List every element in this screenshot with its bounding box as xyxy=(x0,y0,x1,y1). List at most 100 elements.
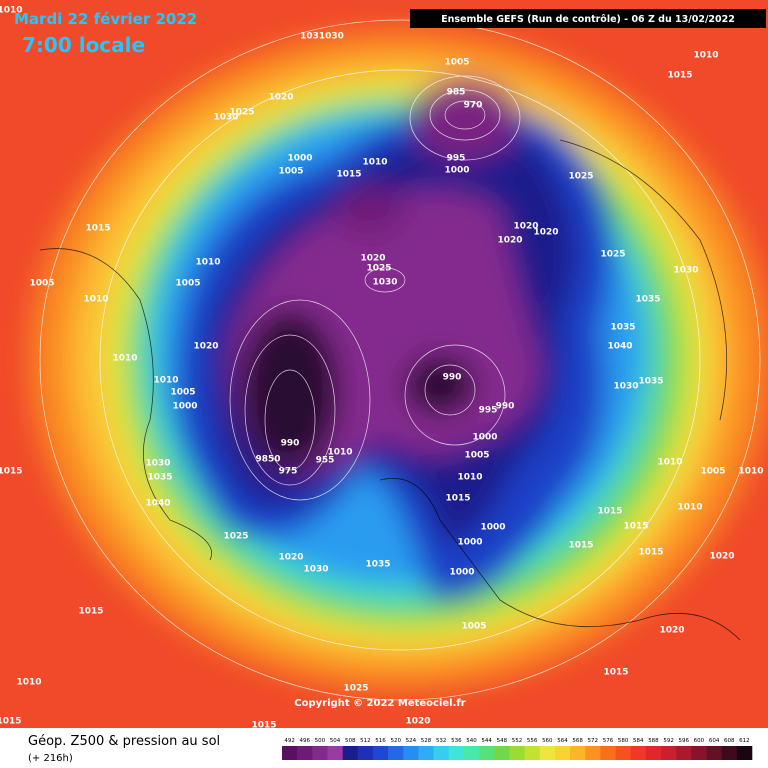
colorbar-label: 580 xyxy=(618,738,629,744)
colorbar-cell xyxy=(691,746,707,760)
pressure-label: 1040 xyxy=(607,342,632,352)
colorbar-cell xyxy=(282,746,298,760)
pressure-label: 1015 xyxy=(638,548,663,558)
pressure-label: 1020 xyxy=(360,254,385,264)
colorbar-label: 592 xyxy=(663,738,674,744)
colorbar-label: 512 xyxy=(360,738,371,744)
colorbar-cell xyxy=(661,746,677,760)
pressure-label: 1015 xyxy=(568,541,593,551)
time: 7:00 locale xyxy=(22,33,145,57)
colorbar-label: 588 xyxy=(648,738,659,744)
pressure-label: 1035 xyxy=(635,295,660,305)
pressure-label: 1010 xyxy=(0,6,23,16)
colorbar-label: 508 xyxy=(345,738,356,744)
pressure-label: 1015 xyxy=(0,467,23,477)
colorbar-cell xyxy=(615,746,632,760)
colorbar-cell xyxy=(342,746,359,760)
colorbar-cell xyxy=(585,746,601,760)
colorbar-cell xyxy=(297,746,313,760)
pressure-label: 1015 xyxy=(667,71,692,81)
pressure-label: 1025 xyxy=(343,684,368,694)
pressure-label: 1030 xyxy=(145,459,170,469)
pressure-label: 1005 xyxy=(29,279,54,289)
pressure-label: 1000 xyxy=(444,166,469,176)
colorbar-cell xyxy=(448,746,465,760)
pressure-label: 1010 xyxy=(657,458,682,468)
pressure-label: 1005 xyxy=(175,279,200,289)
pressure-label: 9850 xyxy=(255,455,280,465)
pressure-label: 1010 xyxy=(112,354,137,364)
pressure-label: 1000 xyxy=(287,154,312,164)
pressure-label: 1020 xyxy=(513,222,538,232)
pressure-label: 1005 xyxy=(464,451,489,461)
pressure-label: 1030 xyxy=(673,266,698,276)
pressure-label: 1040 xyxy=(145,499,170,509)
run-info: Ensemble GEFS (Run de contrôle) - 06 Z d… xyxy=(441,14,735,25)
pressure-label: 975 xyxy=(279,467,298,477)
pressure-label: 1015 xyxy=(78,607,103,617)
colorbar: 492 496 500 504 508 512 516 520 524 528 532 536 540 5… xyxy=(282,738,753,760)
pressure-label: 1010 xyxy=(362,158,387,168)
footer-subtitle: (+ 216h) xyxy=(28,753,73,764)
pressure-label: 1005 xyxy=(170,388,195,398)
colorbar-cell xyxy=(570,746,586,760)
pressure-label: 1010 xyxy=(16,678,41,688)
pressure-label: 990 xyxy=(443,373,462,383)
pressure-label: 1005 xyxy=(444,58,469,68)
pressure-label: 1020 xyxy=(497,236,522,246)
pressure-label: 1020 xyxy=(278,553,303,563)
pressure-label: 1035 xyxy=(638,377,663,387)
pressure-label: 1005 xyxy=(700,467,725,477)
colorbar-cell xyxy=(721,746,738,760)
pressure-label: 1035 xyxy=(147,473,172,483)
pressure-label: 1030 xyxy=(213,113,238,123)
pressure-label: 1020 xyxy=(709,552,734,562)
pressure-label: 1025 xyxy=(223,532,248,542)
pressure-label: 995 xyxy=(447,154,466,164)
pressure-label: 1010 xyxy=(83,295,108,305)
pressure-label: 1010 xyxy=(693,51,718,61)
pressure-label: 1010 xyxy=(677,503,702,513)
colorbar-label: 504 xyxy=(330,738,341,744)
colorbar-cell xyxy=(357,746,374,760)
pressure-label: 1020 xyxy=(533,228,558,238)
pressure-label: 1020 xyxy=(659,626,684,636)
pressure-label: 990 xyxy=(281,439,300,449)
pressure-label: 1015 xyxy=(445,494,470,504)
colorbar-cell xyxy=(418,746,434,760)
pressure-label: 1030 xyxy=(613,382,638,392)
pressure-label: 995 xyxy=(479,406,498,416)
pressure-label: 1000 xyxy=(172,402,197,412)
colorbar-label: 500 xyxy=(315,738,326,744)
pressure-label: 1015 xyxy=(603,668,628,678)
colorbar-label: 556 xyxy=(527,738,538,744)
pressure-labels: 1010103103010051015101010201025103098597… xyxy=(0,6,764,731)
colorbar-label: 560 xyxy=(542,738,553,744)
colorbar-cell xyxy=(463,746,480,760)
date: Mardi 22 février 2022 xyxy=(14,10,197,28)
colorbar-cell xyxy=(312,746,328,760)
pressure-label: 1000 xyxy=(480,523,505,533)
pressure-label: 1010 xyxy=(195,258,220,268)
pressure-label: 1025 xyxy=(229,108,254,118)
colorbar-label: 536 xyxy=(451,738,462,744)
colorbar-cell xyxy=(645,746,662,760)
pressure-label: 1030 xyxy=(372,278,397,288)
colorbar-label: 584 xyxy=(633,738,644,744)
colorbar-cell xyxy=(600,746,616,760)
colorbar-cell xyxy=(676,746,692,760)
colorbar-label: 572 xyxy=(588,738,599,744)
colorbar-label: 604 xyxy=(709,738,720,744)
colorbar-cell xyxy=(524,746,541,760)
pressure-label: 1010 xyxy=(457,473,482,483)
pressure-label: 1035 xyxy=(610,323,635,333)
colorbar-label: 596 xyxy=(679,738,690,744)
colorbar-label: 548 xyxy=(497,738,508,744)
pressure-label: 1010 xyxy=(327,448,352,458)
colorbar-label: 552 xyxy=(512,738,523,744)
pressure-label: 1000 xyxy=(472,433,497,443)
colorbar-cell xyxy=(509,746,525,760)
colorbar-label: 496 xyxy=(299,738,310,744)
copyright: Copyright © 2022 Meteociel.fr xyxy=(294,698,465,709)
